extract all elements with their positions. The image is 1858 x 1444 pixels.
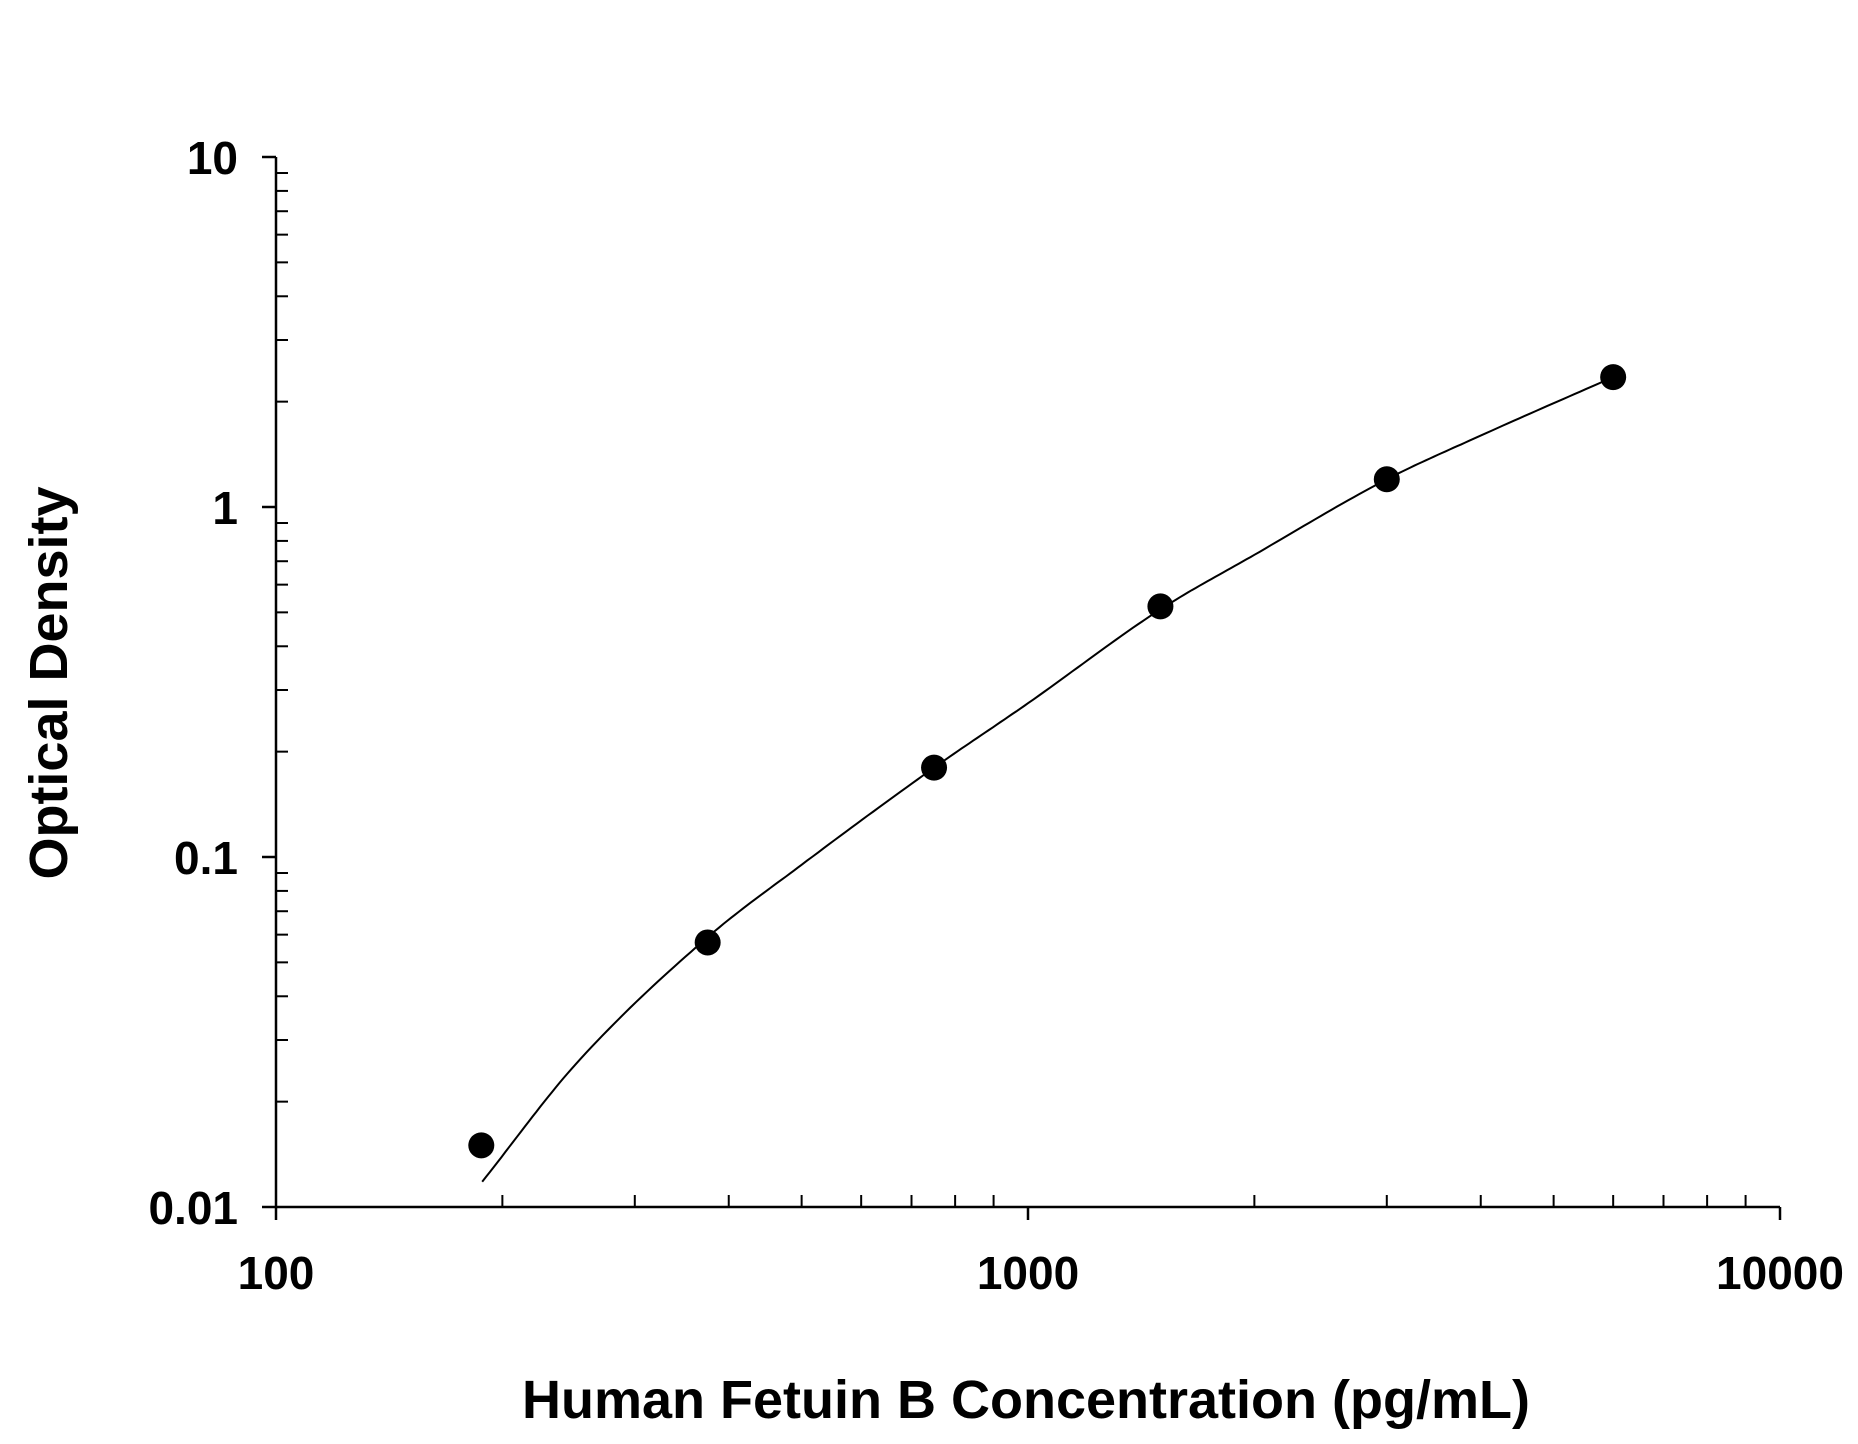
- data-point: [921, 754, 948, 781]
- data-point: [1373, 466, 1400, 493]
- axes: [262, 155, 1782, 1220]
- fit-curve: [481, 376, 1614, 1183]
- fit-curve-line: [481, 376, 1614, 1183]
- y-axis-title: Optical Density: [19, 486, 79, 879]
- y-tick-label: 1: [212, 482, 238, 534]
- data-points: [468, 364, 1627, 1159]
- tick-labels: 100 1000 10000 0.01 0.1 1 10: [148, 132, 1843, 1299]
- y-tick-label: 10: [187, 132, 238, 184]
- x-tick-label: 100: [238, 1247, 315, 1299]
- data-point: [694, 929, 721, 956]
- data-point: [1147, 593, 1174, 620]
- x-tick-label: 1000: [977, 1247, 1079, 1299]
- y-tick-label: 0.01: [148, 1182, 238, 1234]
- x-tick-label: 10000: [1716, 1247, 1844, 1299]
- data-point: [468, 1132, 495, 1159]
- y-tick-label: 0.1: [174, 832, 238, 884]
- x-axis-title: Human Fetuin B Concentration (pg/mL): [522, 1370, 1530, 1430]
- data-point: [1600, 364, 1627, 391]
